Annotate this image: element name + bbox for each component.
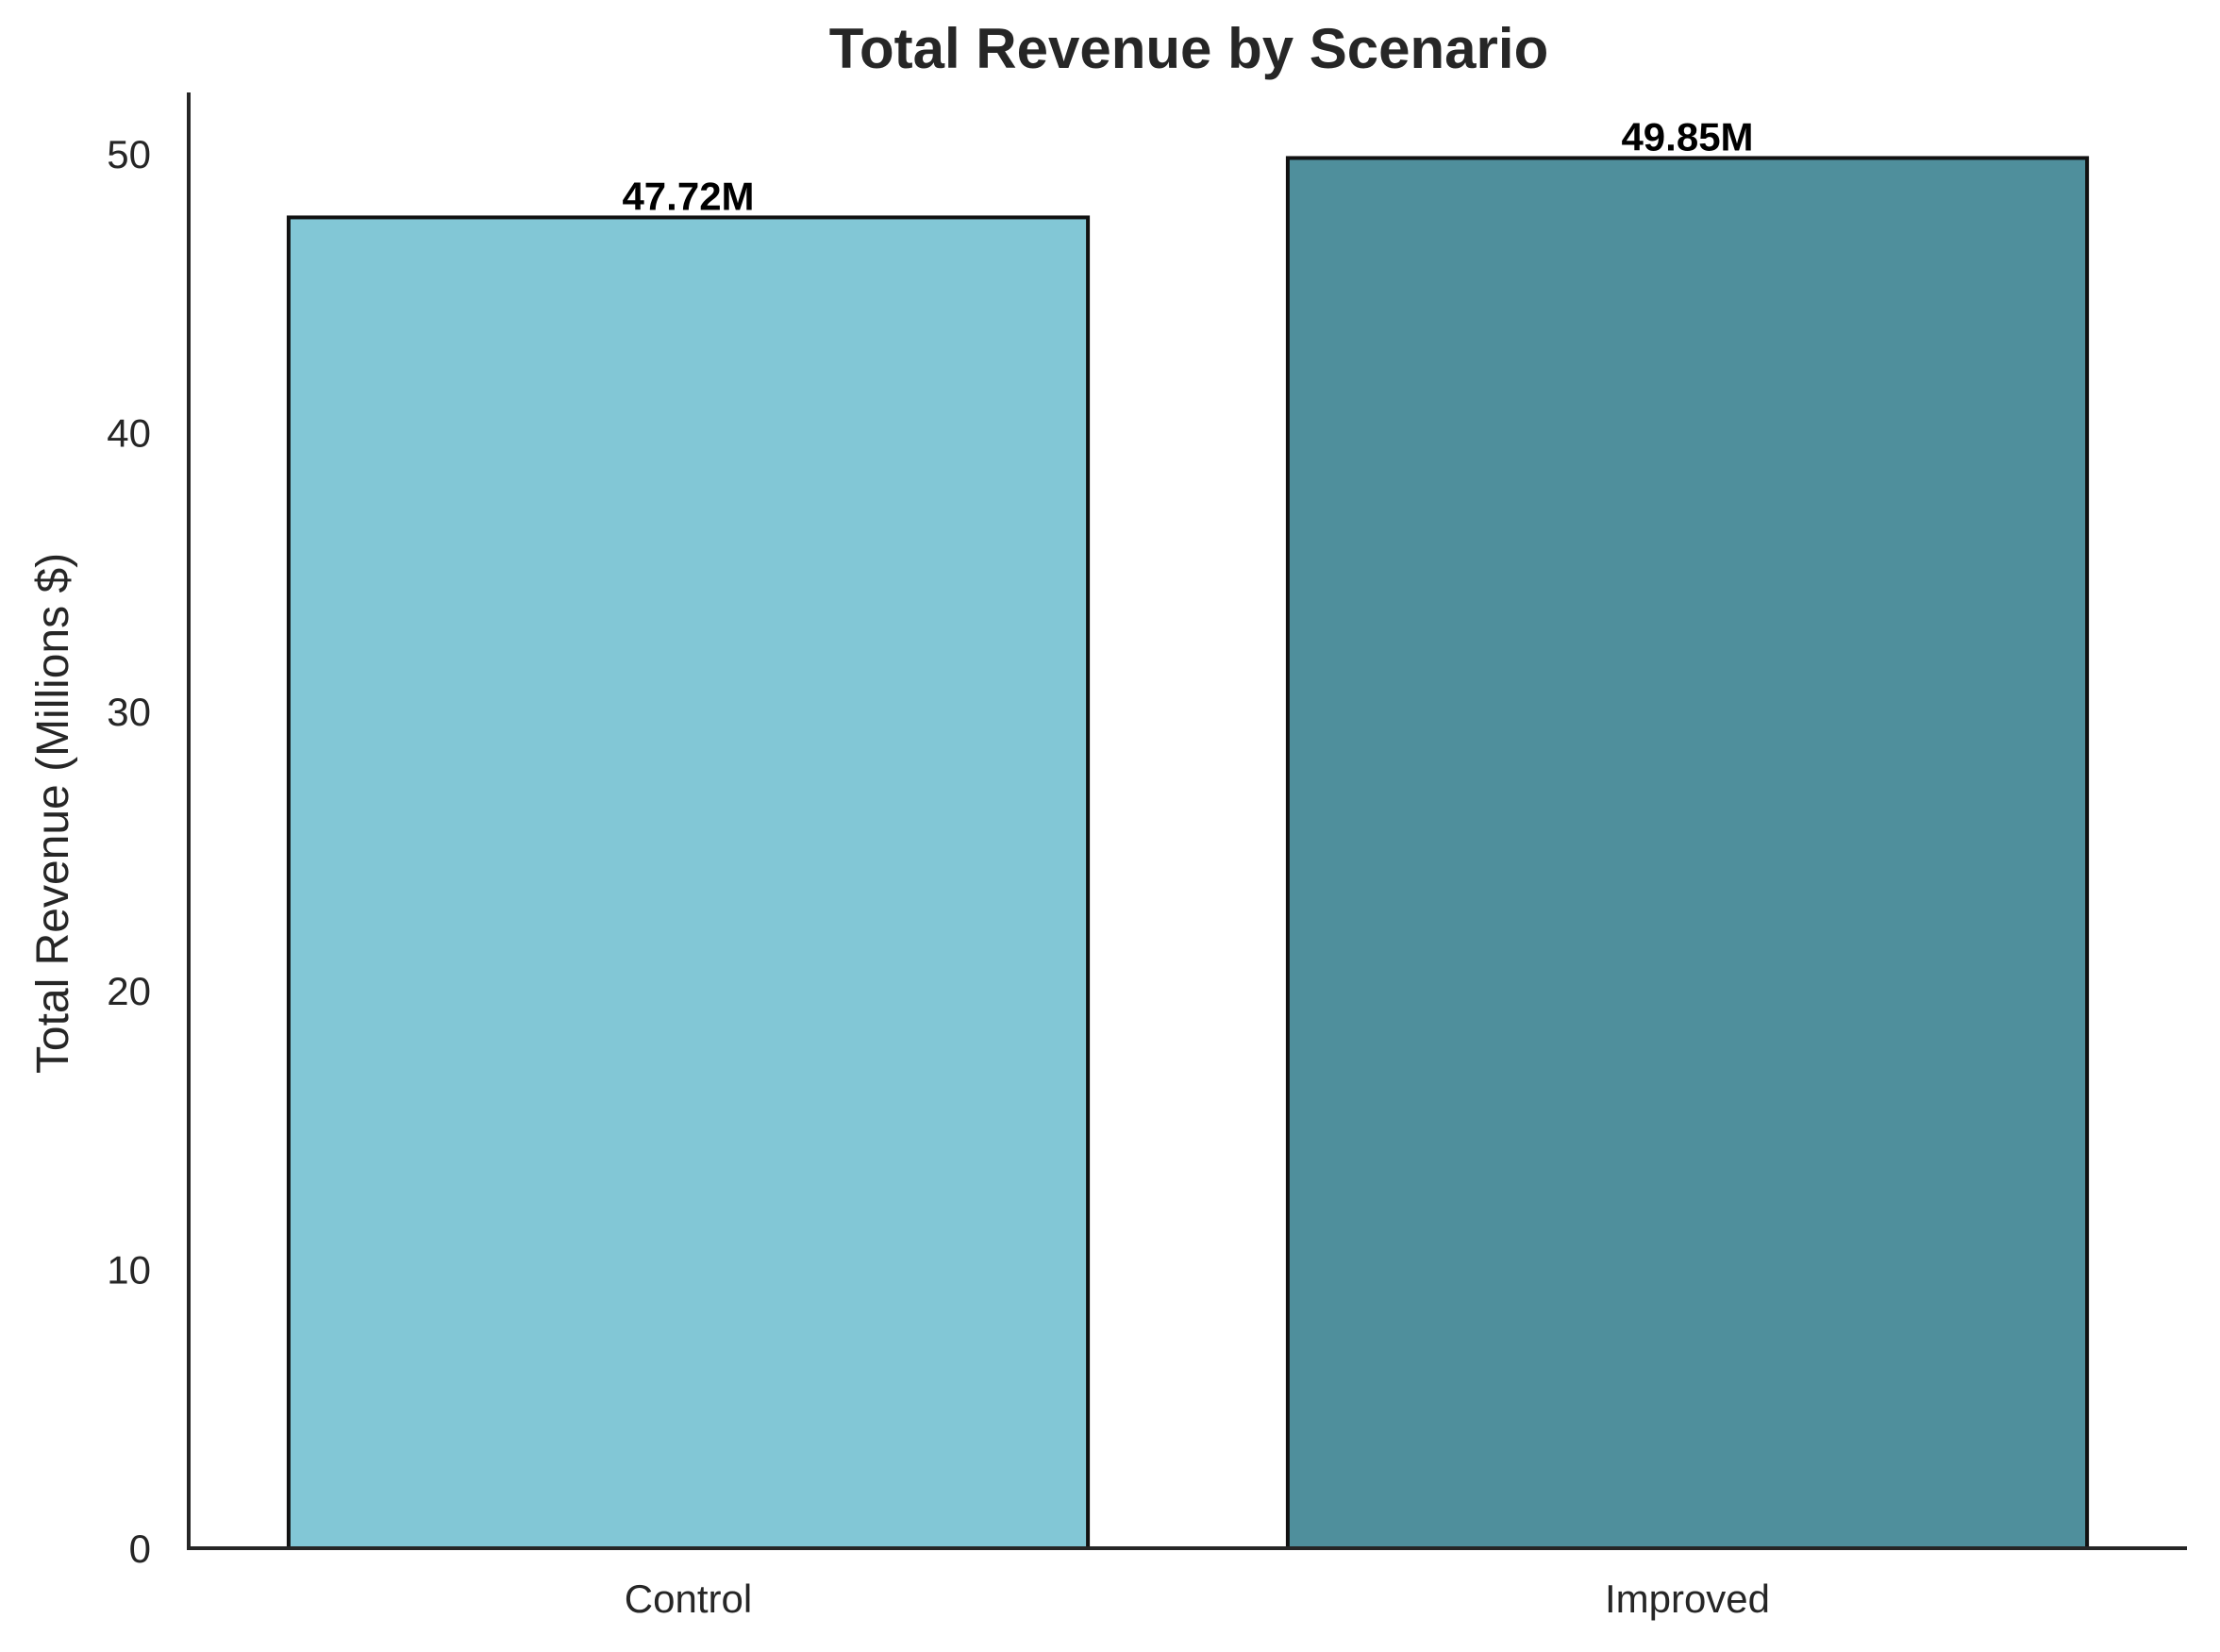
x-tick-label-improved: Improved — [1605, 1577, 1770, 1621]
bar-control — [286, 215, 1091, 1551]
x-ticks-group: Control Improved — [625, 1577, 1770, 1621]
bars-group — [286, 156, 2090, 1551]
chart-title: Total Revenue by Scenario — [829, 17, 1548, 80]
y-ticks-group: 0 10 20 30 40 50 — [107, 132, 151, 1571]
y-tick-label-50: 50 — [107, 132, 151, 176]
data-label-control: 47.72M — [622, 174, 754, 218]
data-label-improved: 49.85M — [1621, 114, 1753, 159]
y-tick-label-10: 10 — [107, 1247, 151, 1292]
y-tick-label-20: 20 — [107, 969, 151, 1013]
data-labels-group: 47.72M 49.85M — [622, 114, 1753, 218]
x-tick-label-control: Control — [625, 1577, 752, 1621]
y-axis-label: Total Revenue (Millions $) — [28, 553, 78, 1074]
y-tick-label-30: 30 — [107, 690, 151, 734]
y-tick-label-40: 40 — [107, 411, 151, 456]
bar-improved — [1285, 156, 2090, 1550]
y-tick-label-0: 0 — [129, 1527, 151, 1571]
